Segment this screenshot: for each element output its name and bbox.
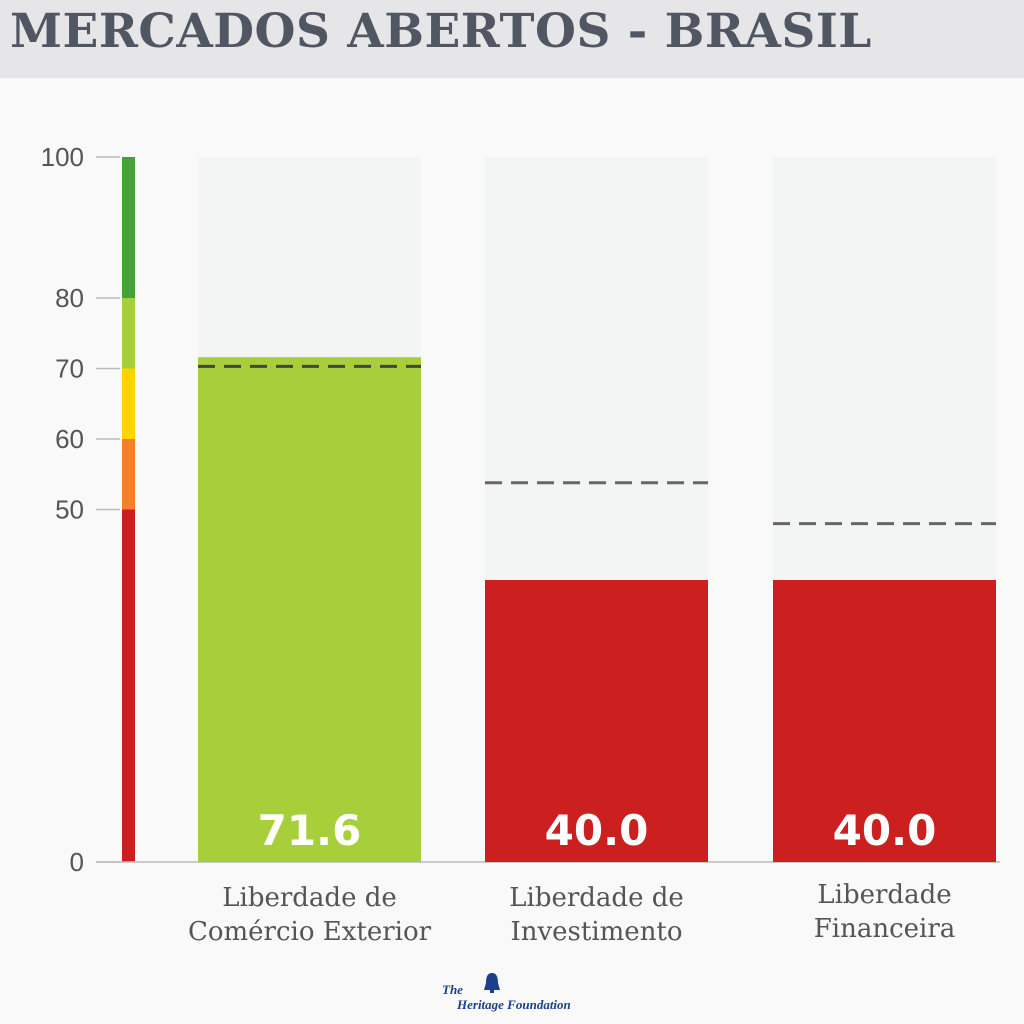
category-label-line: Financeira: [813, 914, 956, 944]
y-tick-label-80: 80: [55, 283, 84, 313]
bar-2: [773, 580, 996, 862]
chart-title: MERCADOS ABERTOS - BRASIL: [10, 4, 872, 59]
y-tick-label-60: 60: [55, 424, 84, 454]
category-label-line: Comércio Exterior: [187, 917, 432, 947]
logo-prefix: The: [442, 982, 463, 997]
title-bar: MERCADOS ABERTOS - BRASIL: [0, 0, 1024, 78]
heritage-foundation-logo: The Heritage Foundation: [440, 970, 590, 1016]
category-label-2: Liberdade Financeira: [735, 878, 1024, 946]
scale-band-4: [122, 157, 135, 298]
data-label-0: 71.6: [258, 806, 362, 855]
scale-band-3: [122, 298, 135, 369]
category-label-line: Liberdade de: [509, 883, 684, 913]
y-tick-label-70: 70: [55, 354, 84, 384]
category-label-1: Liberdade de Investimento: [447, 881, 747, 949]
logo-name: Heritage Foundation: [457, 997, 571, 1012]
y-tick-label-0: 0: [70, 847, 84, 877]
bar-0: [198, 357, 421, 862]
y-tick-label-50: 50: [55, 495, 84, 525]
category-label-line: Investimento: [510, 917, 683, 947]
category-label-line: Liberdade de: [222, 883, 397, 913]
category-label-0: Liberdade de Comércio Exterior: [160, 881, 460, 949]
data-label-2: 40.0: [833, 806, 937, 855]
scale-band-2: [122, 368, 135, 439]
scale-band-1: [122, 439, 135, 510]
liberty-bell-icon: [484, 973, 500, 993]
category-label-line: Liberdade: [817, 880, 952, 910]
data-label-1: 40.0: [545, 806, 649, 855]
scale-band-0: [122, 509, 135, 862]
bar-1: [485, 580, 708, 862]
y-tick-label-100: 100: [41, 142, 84, 172]
